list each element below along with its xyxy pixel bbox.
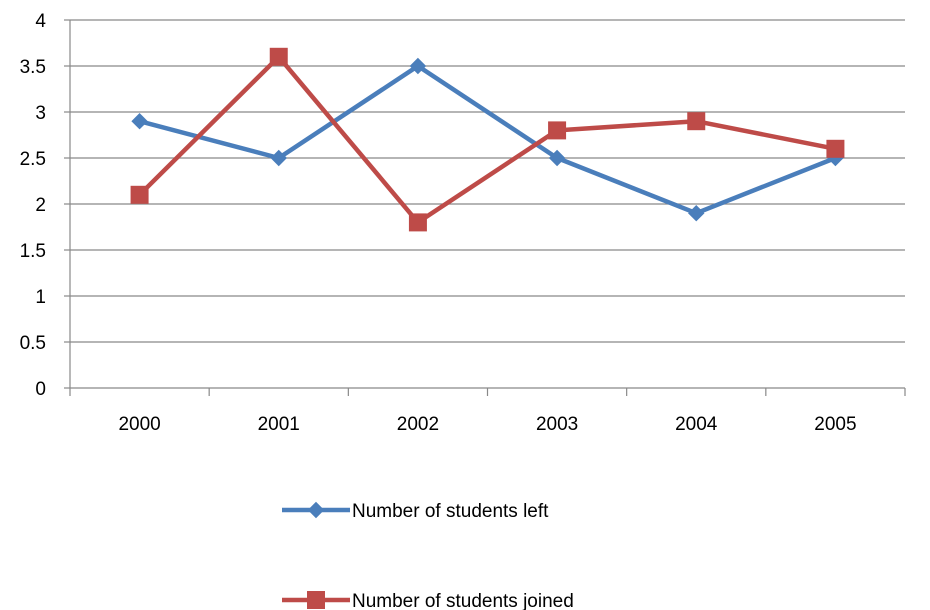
x-tick-label: 2000 — [118, 414, 160, 435]
series-students-left — [132, 59, 843, 221]
data-point-2000 — [132, 114, 147, 129]
x-tick-label: 2002 — [397, 414, 439, 435]
legend-label: Number of students joined — [352, 591, 574, 610]
legend-item-students-joined: Number of students joined — [282, 591, 574, 610]
x-tick-label: 2004 — [675, 414, 718, 435]
y-tick-label: 1.5 — [20, 241, 46, 262]
y-tick-label: 4 — [35, 11, 46, 32]
y-tick-label: 3.5 — [20, 57, 46, 78]
data-point-2004 — [688, 113, 705, 130]
y-tick-label: 0.5 — [20, 333, 46, 354]
legend-label: Number of students left — [352, 501, 549, 522]
square-marker-icon — [308, 592, 325, 609]
legend-item-students-left: Number of students left — [282, 501, 549, 522]
y-tick-label: 0 — [35, 379, 46, 400]
data-point-2005 — [827, 140, 844, 157]
data-point-2003 — [549, 122, 566, 139]
y-tick-labels: 0 0.5 1 1.5 2 2.5 3 3.5 4 — [20, 11, 47, 400]
y-tick-label: 3 — [35, 103, 46, 124]
x-tick-labels: 2000 2001 2002 2003 2004 2005 — [118, 414, 856, 435]
x-tick-label: 2001 — [258, 414, 300, 435]
data-point-2002 — [409, 214, 426, 231]
diamond-marker-icon — [309, 503, 324, 518]
y-tick-label: 2 — [35, 195, 46, 216]
x-tick-label: 2003 — [536, 414, 578, 435]
y-tick-label: 2.5 — [20, 149, 46, 170]
data-point-2001 — [270, 48, 287, 65]
axes — [64, 20, 905, 396]
legend: Number of students left Number of student… — [282, 501, 574, 610]
data-point-2004 — [689, 206, 704, 221]
y-tick-label: 1 — [35, 287, 46, 308]
series-line — [140, 66, 836, 213]
data-point-2000 — [131, 186, 148, 203]
x-tick-label: 2005 — [814, 414, 856, 435]
